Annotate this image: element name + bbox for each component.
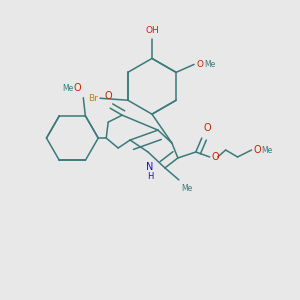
Text: O: O bbox=[74, 83, 81, 93]
Text: N: N bbox=[146, 162, 154, 172]
Text: H: H bbox=[147, 172, 153, 181]
Text: Br: Br bbox=[88, 94, 98, 103]
Text: OH: OH bbox=[145, 26, 159, 34]
Text: O: O bbox=[254, 145, 261, 155]
Text: O: O bbox=[104, 91, 112, 101]
Text: O: O bbox=[212, 152, 219, 162]
Text: Me: Me bbox=[262, 146, 273, 154]
Text: Me: Me bbox=[181, 184, 192, 193]
Text: O: O bbox=[204, 123, 212, 133]
Text: O: O bbox=[196, 60, 203, 69]
Text: Me: Me bbox=[204, 60, 215, 69]
Text: Me: Me bbox=[62, 84, 74, 93]
